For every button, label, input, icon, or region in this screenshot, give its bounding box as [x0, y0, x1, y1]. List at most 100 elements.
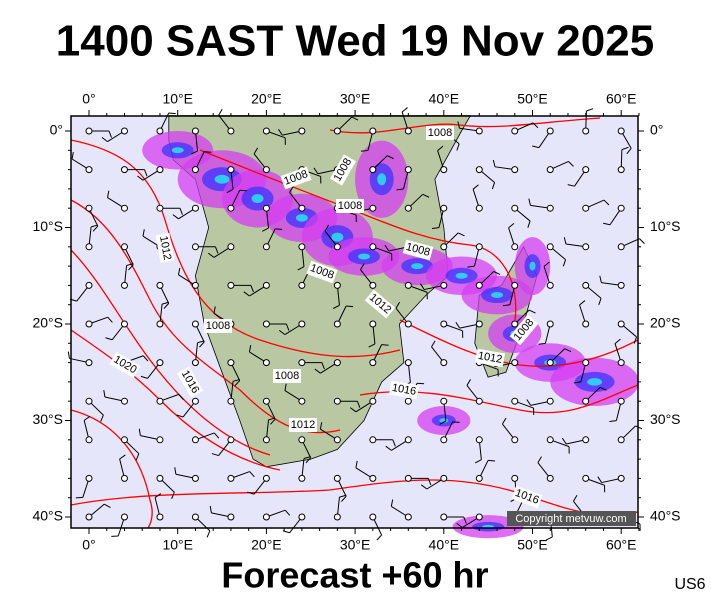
barb-feather: [142, 355, 149, 362]
isobar-label-bg: [336, 199, 364, 213]
lat-label: 10°S: [650, 218, 681, 234]
station: [85, 436, 93, 444]
barb-feather: [532, 145, 540, 149]
barb-feather: [376, 534, 382, 541]
station: [440, 436, 448, 444]
isobar-label: 1008: [428, 127, 452, 139]
barb-feather: [177, 267, 181, 275]
station: [546, 127, 554, 135]
barb-feather: [603, 222, 611, 226]
station: [404, 359, 412, 367]
station: [617, 397, 625, 405]
isobar-label-group: 1008: [426, 126, 454, 140]
station: [298, 281, 306, 289]
station: [298, 397, 306, 405]
isobar-label-bg: [511, 485, 543, 509]
station: [546, 204, 554, 212]
isobar-label-group: 1008: [336, 199, 364, 213]
station: [617, 127, 625, 135]
station: [617, 359, 625, 367]
barb-feather: [633, 336, 637, 344]
lon-label: 60°E: [606, 91, 637, 107]
station: [227, 513, 235, 521]
station: [404, 281, 412, 289]
isobar-label-bg: [426, 126, 454, 140]
station: [262, 320, 270, 328]
barb-feather: [140, 375, 148, 379]
barb-feather: [346, 305, 354, 308]
lon-label: 50°E: [517, 537, 548, 553]
station: [475, 243, 483, 251]
station: [546, 320, 554, 328]
isobar-label-group: 1016: [511, 485, 543, 509]
barb-feather: [154, 493, 162, 499]
station: [156, 166, 164, 174]
barb-feather: [381, 344, 389, 346]
barb-feather: [105, 337, 113, 341]
barb-feather: [191, 150, 198, 155]
station: [120, 436, 128, 444]
barb-feather: [537, 456, 542, 463]
lon-label: 40°E: [429, 91, 460, 107]
barb-feather: [562, 259, 567, 267]
barb-feather: [321, 362, 325, 370]
station: [582, 359, 590, 367]
barb-feather: [395, 301, 401, 309]
station: [511, 127, 519, 135]
rain-peak: [455, 272, 468, 279]
station: [617, 320, 625, 328]
station: [333, 474, 341, 482]
station: [582, 127, 590, 135]
station: [617, 243, 625, 251]
isobar-label: 1012: [477, 350, 503, 366]
station: [369, 243, 377, 251]
barb-feather: [532, 122, 539, 129]
station: [120, 204, 128, 212]
station: [120, 513, 128, 521]
station: [120, 127, 128, 135]
lat-label: 40°S: [32, 508, 63, 524]
barb-feather: [178, 394, 184, 400]
barb-feather: [128, 264, 134, 271]
station: [546, 281, 554, 289]
station: [475, 474, 483, 482]
barb-feather: [197, 340, 205, 344]
station: [85, 243, 93, 251]
barb-feather: [356, 401, 361, 408]
isobar-label-bg: [509, 314, 539, 346]
barb-feather: [303, 456, 311, 459]
barb-feather: [457, 121, 460, 129]
lat-label: 40°S: [650, 508, 681, 524]
barb-feather: [572, 494, 578, 502]
station: [262, 127, 270, 135]
caption: Forecast +60 hr: [221, 555, 488, 596]
barb-feather: [420, 484, 428, 490]
barb-feather: [431, 340, 436, 348]
title: 1400 SAST Wed 19 Nov 2025: [56, 17, 654, 66]
station: [156, 474, 164, 482]
barb-feather: [349, 407, 357, 413]
station: [369, 204, 377, 212]
station: [511, 166, 519, 174]
rain-peak: [251, 194, 264, 204]
barb-feather: [268, 417, 276, 421]
barb-feather: [609, 420, 617, 422]
copyright-box: [507, 511, 636, 526]
lon-label: 30°E: [340, 91, 371, 107]
station: [369, 127, 377, 135]
wind-barbs: [67, 107, 645, 541]
station: [191, 474, 199, 482]
station: [369, 359, 377, 367]
station: [546, 359, 554, 367]
station: [227, 474, 235, 482]
station: [475, 436, 483, 444]
isobar: [70, 479, 639, 516]
barb-feather: [142, 229, 145, 237]
barb-feather: [144, 169, 148, 177]
station: [475, 320, 483, 328]
barb-feather: [417, 382, 425, 385]
station: [333, 243, 341, 251]
barb-feather: [319, 422, 323, 430]
barb-feather: [324, 224, 330, 232]
station: [85, 474, 93, 482]
